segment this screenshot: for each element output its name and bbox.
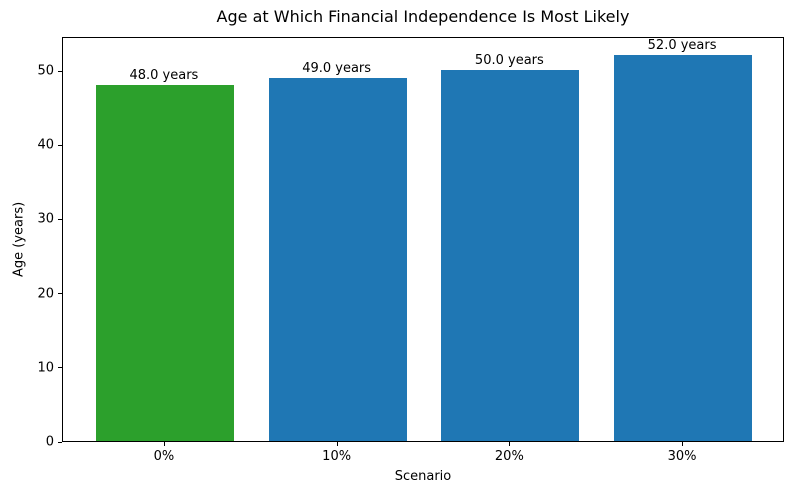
y-axis-label: Age (years) — [11, 201, 27, 278]
y-tick-label: 10 — [37, 360, 54, 376]
y-tick-label: 40 — [37, 137, 54, 153]
bar-value-label: 49.0 years — [302, 60, 372, 76]
bar-20% — [441, 70, 580, 441]
bar-value-label: 50.0 years — [474, 53, 544, 69]
bar-value-label: 48.0 years — [129, 67, 199, 83]
bar-10% — [268, 77, 407, 441]
bar-30% — [614, 55, 753, 441]
x-tick-mark — [336, 442, 338, 446]
y-tick-label: 0 — [45, 434, 54, 450]
chart-title: Age at Which Financial Independence Is M… — [216, 7, 630, 26]
x-tick-label: 30% — [667, 449, 697, 464]
bar-0% — [95, 84, 234, 441]
bar-value-label: 52.0 years — [647, 38, 717, 54]
x-tick-mark — [682, 442, 684, 446]
x-tick-label: 0% — [153, 449, 175, 464]
y-tick-mark — [58, 144, 62, 146]
y-tick-mark — [58, 293, 62, 295]
y-tick-label: 30 — [37, 211, 54, 227]
x-axis-label: Scenario — [394, 469, 452, 484]
x-tick-label: 10% — [322, 449, 352, 464]
y-tick-label: 50 — [37, 63, 54, 79]
x-tick-mark — [509, 442, 511, 446]
plot-area — [62, 37, 784, 442]
x-tick-mark — [163, 442, 165, 446]
y-tick-mark — [58, 218, 62, 220]
y-tick-mark — [58, 441, 62, 443]
y-tick-mark — [58, 70, 62, 72]
y-tick-label: 20 — [37, 286, 54, 302]
y-tick-mark — [58, 367, 62, 369]
x-tick-label: 20% — [494, 449, 524, 464]
